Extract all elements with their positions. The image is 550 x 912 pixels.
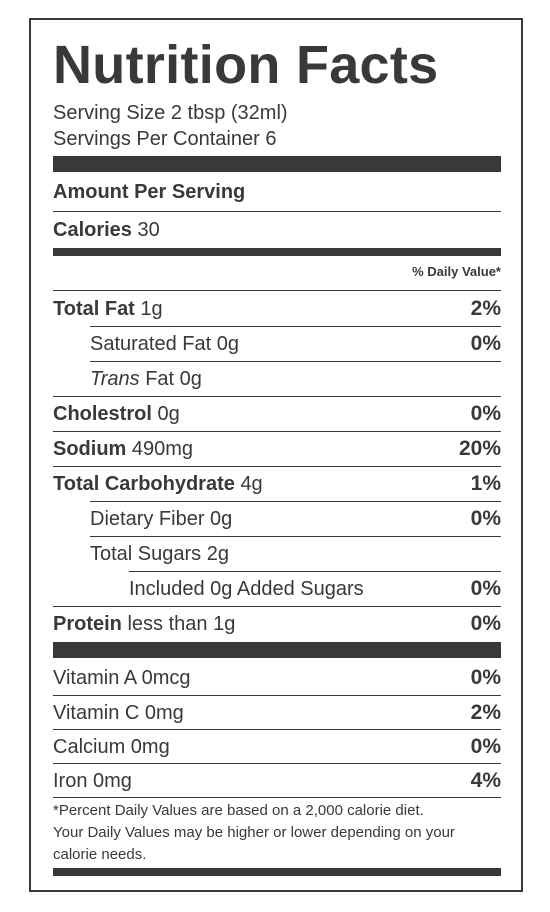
vitamin-a-row: Vitamin A 0mcg 0% [53, 661, 501, 695]
vitamin-a-label: Vitamin A 0mcg [53, 666, 191, 689]
saturated-fat-dv: 0% [470, 332, 501, 355]
sodium-label: Sodium [53, 437, 127, 460]
total-fat-dv: 2% [470, 297, 501, 320]
amount-per-serving: Amount Per Serving [53, 180, 246, 203]
cholesterol-dv: 0% [470, 402, 501, 425]
dietary-fiber-label: Dietary Fiber 0g [90, 507, 233, 530]
divider [53, 695, 501, 696]
sodium-dv: 20% [458, 437, 501, 460]
total-carbohydrate-row: Total Carbohydrate 4g 1% [53, 467, 501, 501]
divider [53, 431, 501, 432]
dietary-fiber-dv: 0% [470, 507, 501, 530]
cholesterol-row: Cholestrol 0g 0% [53, 397, 501, 431]
total-fat-amount: 1g [140, 297, 163, 320]
medium-divider [53, 248, 501, 256]
calcium-dv: 0% [470, 735, 501, 758]
trans-fat-row: Trans Fat 0g [53, 362, 501, 396]
amount-per-serving-row: Amount Per Serving [53, 175, 501, 209]
total-sugars-row: Total Sugars 2g [53, 537, 501, 571]
protein-amount: less than 1g [127, 612, 236, 635]
vitamin-c-row: Vitamin C 0mg 2% [53, 696, 501, 730]
protein-row: Protein less than 1g 0% [53, 607, 501, 641]
total-sugars-label: Total Sugars 2g [90, 542, 229, 565]
iron-row: Iron 0mg 4% [53, 764, 501, 798]
dietary-fiber-row: Dietary Fiber 0g 0% [53, 502, 501, 536]
protein-dv: 0% [470, 612, 501, 635]
trans-fat-italic: Trans [90, 367, 140, 390]
divider [53, 729, 501, 730]
serving-size: Serving Size 2 tbsp (32ml) [53, 102, 288, 124]
added-sugars-dv: 0% [470, 577, 501, 600]
sodium-amount: 490mg [131, 437, 194, 460]
calories-row: Calories 30 [53, 213, 501, 247]
total-carbohydrate-label: Total Carbohydrate [53, 472, 235, 495]
servings-per-container: Servings Per Container 6 [53, 128, 277, 150]
divider [53, 797, 501, 798]
divider [53, 290, 501, 291]
saturated-fat-row: Saturated Fat 0g 0% [53, 327, 501, 361]
added-sugars-row: Included 0g Added Sugars 0% [53, 572, 501, 606]
cholesterol-label: Cholestrol [53, 402, 152, 425]
label-content: Nutrition Facts Serving Size 2 tbsp (32m… [53, 20, 501, 890]
divider [90, 361, 501, 362]
footnote-line-1: *Percent Daily Values are based on a 2,0… [53, 802, 424, 819]
calories-label: Calories [53, 218, 132, 241]
cholesterol-amount: 0g [157, 402, 180, 425]
divider [90, 501, 501, 502]
calcium-label: Calcium 0mg [53, 735, 170, 758]
footnote-line-3: calorie needs. [53, 846, 147, 863]
divider [53, 396, 501, 397]
divider [53, 211, 501, 212]
footnote-line-2: Your Daily Values may be higher or lower… [53, 824, 455, 841]
divider [90, 326, 501, 327]
divider [53, 763, 501, 764]
vitamin-c-label: Vitamin C 0mg [53, 701, 184, 724]
total-fat-row: Total Fat 1g 2% [53, 292, 501, 326]
bottom-divider [53, 868, 501, 876]
saturated-fat-label: Saturated Fat 0g [90, 332, 239, 355]
protein-label: Protein [53, 612, 122, 635]
total-fat-label: Total Fat [53, 297, 135, 320]
footnote: *Percent Daily Values are based on a 2,0… [53, 800, 501, 866]
iron-dv: 4% [470, 769, 501, 792]
added-sugars-label: Included 0g Added Sugars [129, 577, 364, 600]
trans-fat-label: Fat 0g [145, 367, 202, 390]
vitamin-a-dv: 0% [470, 666, 501, 689]
divider [53, 606, 501, 607]
total-carbohydrate-amount: 4g [240, 472, 263, 495]
divider [90, 536, 501, 537]
thick-divider [53, 642, 501, 658]
iron-label: Iron 0mg [53, 769, 132, 792]
total-carbohydrate-dv: 1% [470, 472, 501, 495]
vitamin-c-dv: 2% [470, 701, 501, 724]
nutrition-facts-label: Nutrition Facts Serving Size 2 tbsp (32m… [29, 18, 523, 892]
divider [129, 571, 501, 572]
thick-divider [53, 156, 501, 172]
divider [53, 466, 501, 467]
label-title: Nutrition Facts [53, 35, 439, 95]
sodium-row: Sodium 490mg 20% [53, 432, 501, 466]
calcium-row: Calcium 0mg 0% [53, 730, 501, 764]
daily-value-header: % Daily Value* [412, 264, 501, 279]
calories-value: 30 [137, 218, 160, 241]
